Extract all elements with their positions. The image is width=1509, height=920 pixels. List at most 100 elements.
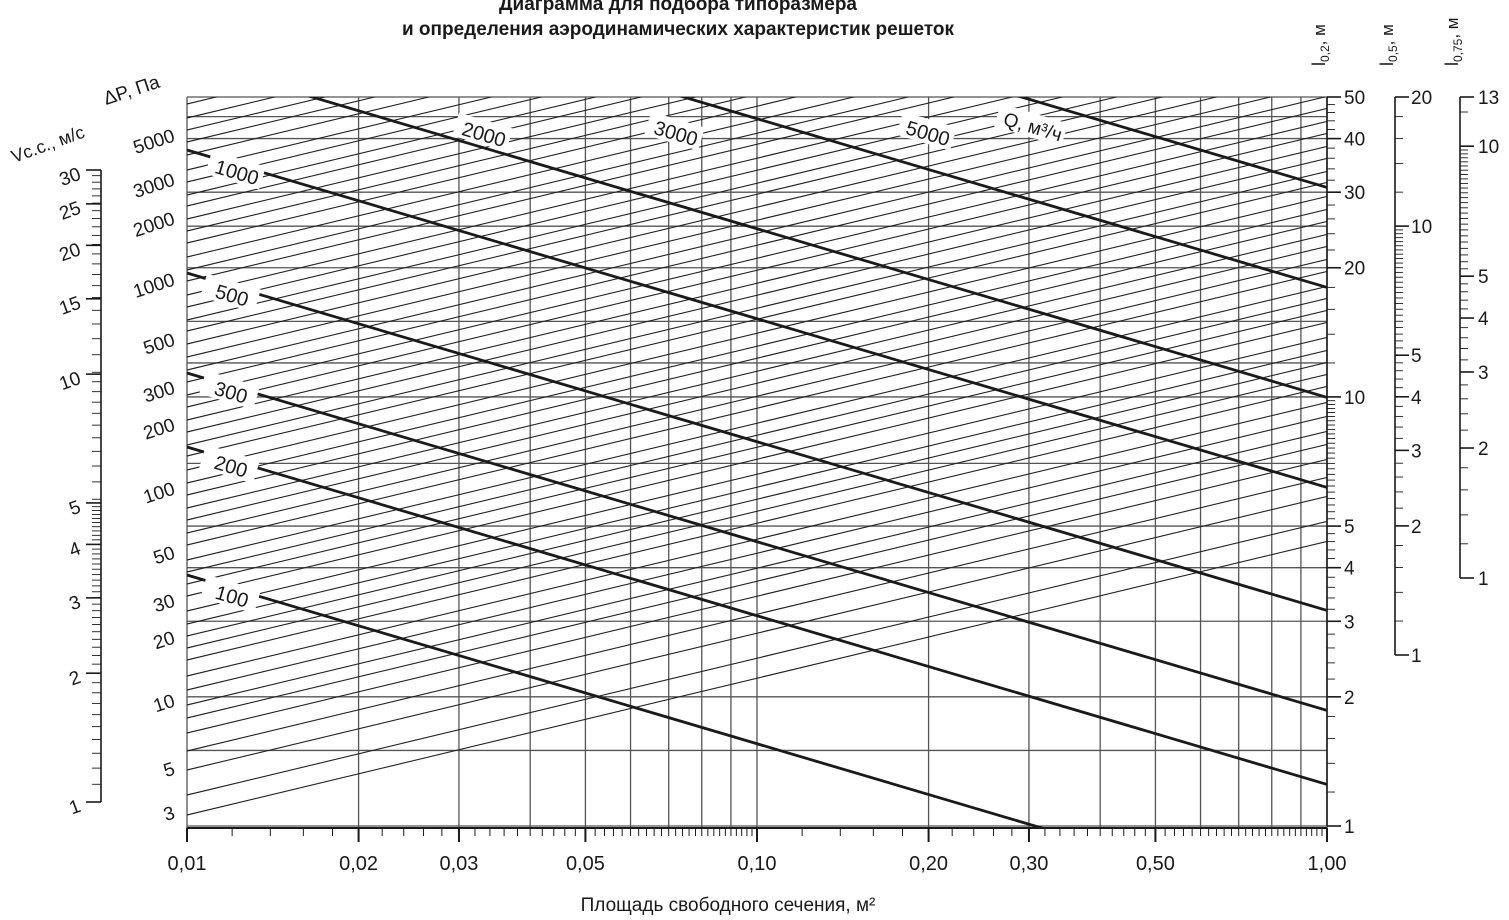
pressure-line xyxy=(187,430,1327,706)
pressure-tick-label: 300 xyxy=(141,378,178,408)
pressure-line xyxy=(187,220,1327,496)
pressure-line xyxy=(187,309,1327,585)
flow-label-bg xyxy=(205,150,266,190)
throw-tick-label: 1 xyxy=(1344,817,1355,838)
pressure-line xyxy=(187,540,1327,816)
flow-label: 3000 xyxy=(651,117,700,151)
pressure-line xyxy=(187,336,1327,612)
pressure-line xyxy=(187,361,1327,637)
pressure-line xyxy=(187,285,1327,561)
velocity-tick-label: 15 xyxy=(57,293,84,320)
pressure-line xyxy=(177,0,1347,70)
velocity-tick-label: 3 xyxy=(67,592,84,615)
velocity-tick-label: 20 xyxy=(57,239,84,266)
pressure-line xyxy=(177,0,1347,94)
pressure-line xyxy=(187,145,1327,421)
pressure-line xyxy=(187,97,798,244)
flow-label-bg xyxy=(644,111,705,151)
x-tick-label: 0,10 xyxy=(738,853,777,875)
pressure-line xyxy=(187,321,1327,597)
pressure-tick-label: 3000 xyxy=(131,170,178,203)
pressure-line xyxy=(187,270,1327,546)
pressure-line xyxy=(187,195,1327,471)
throw-tick-label: 30 xyxy=(1344,183,1365,204)
velocity-tick-label: 10 xyxy=(57,368,84,395)
throw-tick-label: 2 xyxy=(1411,517,1422,538)
pressure-tick-label: 100 xyxy=(141,479,178,509)
flow-line xyxy=(187,573,1047,828)
pressure-tick-label: 1000 xyxy=(131,270,178,303)
throw-tick-label: 4 xyxy=(1344,559,1355,580)
flow-line xyxy=(1016,97,1327,189)
x-tick-label: 1,00 xyxy=(1308,853,1347,875)
pressure-line xyxy=(187,97,644,207)
pressure-line xyxy=(187,170,1327,446)
flow-label: 1000 xyxy=(212,156,261,190)
pressure-line xyxy=(187,97,1327,371)
pressure-line xyxy=(187,297,1327,573)
throw-tick-label: 13 xyxy=(1478,88,1499,109)
throw-tick-label: 3 xyxy=(1411,441,1422,462)
pressure-tick-label: 10 xyxy=(151,691,178,718)
pressure-line xyxy=(187,520,1327,796)
pressure-tick-label: 200 xyxy=(141,415,178,445)
pressure-line xyxy=(187,97,911,271)
flow-line xyxy=(187,148,1327,489)
x-axis-title: Площадь свободного сечения, м² xyxy=(581,895,876,916)
pressure-line xyxy=(187,349,1327,625)
throw-tick-label: 3 xyxy=(1478,363,1489,384)
flow-line xyxy=(187,271,1327,612)
pressure-axis-title: ΔP, Па xyxy=(101,72,163,110)
velocity-tick-label: 5 xyxy=(67,497,84,520)
pressure-line xyxy=(187,120,1327,396)
pressure-line xyxy=(187,97,957,282)
throw-tick-label: 10 xyxy=(1411,217,1432,238)
throw-tick-label: 1 xyxy=(1478,569,1489,590)
pressure-line xyxy=(187,97,698,220)
velocity-tick-label: 1 xyxy=(67,796,84,819)
pressure-line xyxy=(187,476,1327,752)
pressure-line xyxy=(187,495,1327,771)
throw-tick-label: 10 xyxy=(1344,388,1365,409)
flow-label-bg xyxy=(200,574,261,614)
pressure-tick-label: 5 xyxy=(161,759,178,782)
pressure-line xyxy=(187,97,1015,296)
pressure-line xyxy=(187,415,1327,691)
flow-line xyxy=(307,97,1327,399)
velocity-tick-label: 4 xyxy=(67,538,85,561)
pressure-line xyxy=(187,458,1327,734)
pressure-line xyxy=(187,97,1065,308)
flow-line xyxy=(187,445,1327,786)
pressure-line xyxy=(187,233,1327,509)
throw-tick-label: 1 xyxy=(1411,646,1422,667)
pressure-line xyxy=(187,132,1327,408)
throw-tick-label: 2 xyxy=(1344,688,1355,709)
pressure-line xyxy=(187,107,1327,383)
pressure-tick-label: 500 xyxy=(141,330,178,360)
x-tick-label: 0,50 xyxy=(1136,853,1175,875)
pressure-line xyxy=(187,401,1327,677)
throw-tick-label: 50 xyxy=(1344,88,1365,109)
velocity-tick-label: 25 xyxy=(57,198,84,225)
throw-tick-label: 2 xyxy=(1478,439,1489,460)
velocity-axis-title: Vс.с., м/с xyxy=(9,122,88,167)
pressure-line xyxy=(187,157,1327,433)
velocity-tick-label: 30 xyxy=(57,164,84,191)
flow-line xyxy=(678,97,1327,289)
diagonal-lines xyxy=(177,0,1347,828)
flow-line xyxy=(187,371,1327,712)
throw-tick-label: 20 xyxy=(1411,88,1432,109)
throw-tick-label: 5 xyxy=(1344,517,1355,538)
pressure-tick-label: 20 xyxy=(151,628,178,655)
flow-label-bg xyxy=(896,111,957,151)
throw-axis-title: l0,2, м xyxy=(1309,24,1332,66)
flow-label-bg xyxy=(200,273,261,313)
throw-tick-label: 4 xyxy=(1478,309,1489,330)
pressure-tick-label: 5000 xyxy=(131,126,178,159)
x-tick-label: 0,02 xyxy=(339,853,378,875)
flow-label-bg xyxy=(452,112,513,152)
throw-axis-title: l0,75, м xyxy=(1442,18,1465,67)
q-unit-bg xyxy=(994,103,1068,147)
pressure-line xyxy=(187,208,1327,484)
